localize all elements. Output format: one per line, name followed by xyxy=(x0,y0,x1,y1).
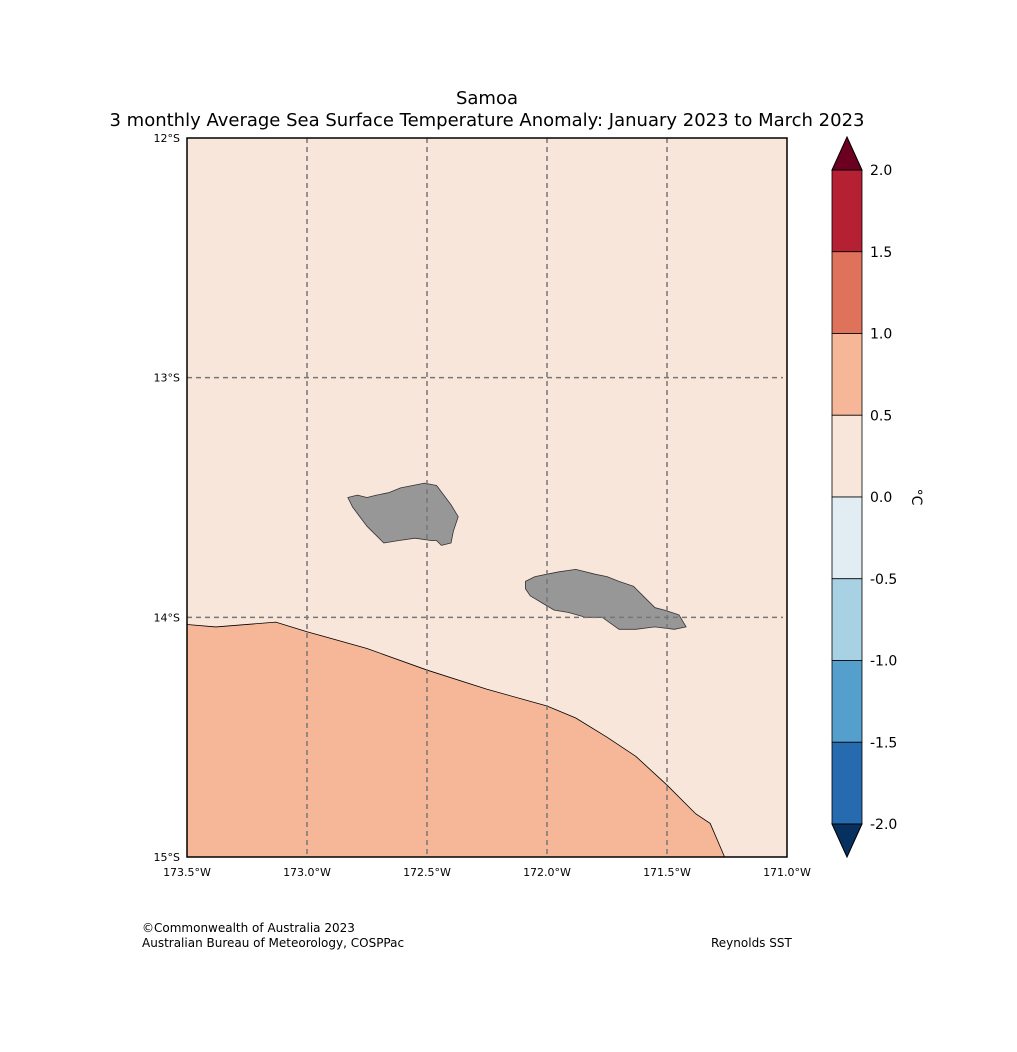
island-upolu xyxy=(525,569,687,630)
sst-anomaly-contour-region xyxy=(187,622,725,857)
colorbar-tick-label: 0.0 xyxy=(870,490,892,506)
colorbar-band xyxy=(831,169,863,253)
lat-tick-label: 15°S xyxy=(154,851,180,864)
colorbar-band xyxy=(831,578,863,661)
map-title: Samoa xyxy=(455,88,519,109)
colorbar-band xyxy=(831,660,863,743)
source-text: Reynolds SST xyxy=(711,936,792,950)
lon-tick-label: 171.5°W xyxy=(643,866,691,879)
colorbar-tick-label: 1.0 xyxy=(870,327,892,343)
map-frame xyxy=(186,137,788,858)
map-plot-area: 173.5°W 173.0°W 172.5°W 172.0°W 171.5°W 171.0… xyxy=(154,132,812,879)
colorbar-tick-label: 2.0 xyxy=(870,163,892,179)
lon-tick-label: 171.0°W xyxy=(763,866,811,879)
colorbar-tick-label: 0.5 xyxy=(870,408,892,424)
lon-tick-label: 172.5°W xyxy=(403,866,451,879)
colorbar-band xyxy=(831,251,863,334)
colorbar-band xyxy=(831,741,863,825)
colorbar-band xyxy=(831,496,863,580)
lat-tick-label: 12°S xyxy=(154,132,180,145)
map-subtitle: 3 monthly Average Sea Surface Temperatur… xyxy=(109,110,865,131)
lon-tick-label: 173.5°W xyxy=(163,866,211,879)
credit-text: Australian Bureau of Meteorology, COSPPa… xyxy=(142,936,405,950)
colorbar-over-arrow xyxy=(831,135,863,171)
lon-tick-label: 173.0°W xyxy=(283,866,331,879)
colorbar-tick-label: 1.5 xyxy=(870,245,892,261)
island-savaii xyxy=(347,482,459,546)
colorbar: 2.0 1.5 1.0 0.5 0.0 -0.5 -1.0 -1.5 -2.0 °C xyxy=(831,135,924,859)
lat-tick-label: 13°S xyxy=(154,372,180,385)
colorbar-under-arrow xyxy=(831,823,863,859)
colorbar-unit-label: °C xyxy=(908,489,924,506)
lon-tick-label: 172.0°W xyxy=(523,866,571,879)
colorbar-tick-label: -0.5 xyxy=(870,572,897,588)
lat-tick-label: 14°S xyxy=(154,611,180,624)
copyright-text: ©Commonwealth of Australia 2023 xyxy=(142,921,355,935)
colorbar-band xyxy=(831,333,863,416)
colorbar-tick-label: -2.0 xyxy=(870,817,897,833)
colorbar-band xyxy=(831,414,863,498)
colorbar-tick-label: -1.0 xyxy=(870,654,897,670)
colorbar-tick-label: -1.5 xyxy=(870,735,897,751)
